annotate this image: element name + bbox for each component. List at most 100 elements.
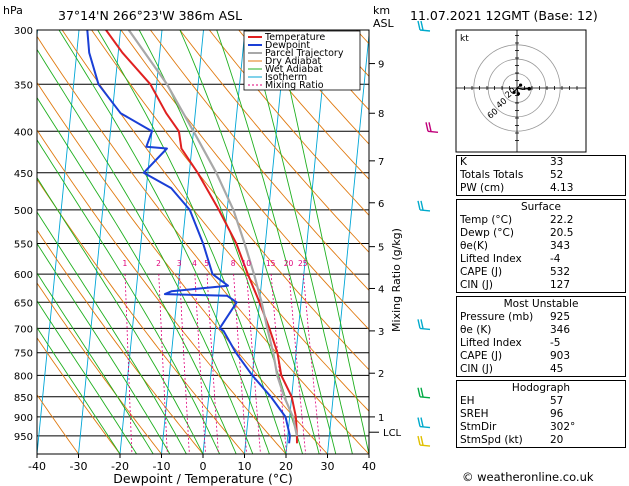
wet-adiabat-line [37, 242, 171, 454]
wind-barb-flag [417, 20, 421, 31]
dry-adiabat-line [37, 393, 79, 454]
background-lines [37, 30, 453, 454]
x-tick-label: 40 [362, 460, 376, 473]
mixing-ratio-label: 1 [123, 259, 128, 268]
dry-adiabat-line [208, 30, 369, 216]
wind-barb-flag [417, 435, 421, 446]
x-tick-label: 0 [200, 460, 207, 473]
location-title: 37°14'N 266°23'W 386m ASL [58, 8, 242, 23]
x-tick-label: 10 [238, 460, 252, 473]
wind-barb-shaft [419, 327, 431, 331]
most-unstable-value: 925 [550, 311, 571, 323]
wind-barb-flag [417, 417, 421, 427]
surface-value: 532 [550, 266, 571, 278]
profile-dewpoint [86, 30, 291, 444]
wet-adiabat-line [37, 272, 154, 454]
dry-adiabat-line [37, 229, 204, 454]
wet-adiabat-line [58, 30, 270, 454]
wind-barb-flag [425, 122, 429, 132]
surface-label: θe(K) [460, 240, 488, 252]
wind-barb-shaft [419, 209, 431, 212]
isotherm-line [202, 30, 246, 454]
most-unstable-label: θe (K) [460, 324, 492, 336]
pressure-tick-label: 600 [14, 270, 33, 281]
pressure-tick-label: 750 [14, 349, 33, 360]
hodograph-stats-box: Hodograph EH 57 SREH 96 StmDir 302° StmSpd (kt… [456, 380, 626, 448]
dry-adiabat-line [37, 81, 328, 454]
wind-barb-flag [420, 200, 424, 211]
wet-adiabat-line [216, 30, 337, 454]
wind-barb [417, 20, 431, 32]
surface-label: Dewp (°C) [460, 227, 514, 239]
most-unstable-row: CIN (J) 45 [457, 363, 625, 376]
mixing-ratio-label: 2 [156, 259, 161, 268]
wind-barb-flag [420, 417, 424, 427]
pressure-tick-label: 950 [14, 432, 33, 443]
most-unstable-title: Most Unstable [503, 298, 579, 310]
isotherm-line [37, 30, 80, 454]
most-unstable-row: CAPE (J) 903 [457, 350, 625, 363]
pressure-tick-label: 300 [14, 26, 33, 37]
isotherm-line [327, 30, 369, 454]
wind-barb-flag [417, 319, 421, 329]
pressure-tick-label: 350 [14, 80, 33, 91]
height-tick-label: 5 [378, 243, 384, 254]
mixing-ratio-line [270, 274, 287, 454]
wet-adiabat-line [37, 211, 187, 454]
pressure-tick-label: 900 [14, 413, 33, 424]
wet-adiabat-line [248, 30, 353, 454]
surface-row: CAPE (J) 532 [457, 266, 625, 279]
profile-temperature [105, 30, 298, 444]
dry-adiabat-line [37, 35, 369, 454]
wet-adiabat-line [37, 96, 237, 454]
lcl-label: LCL [383, 428, 402, 439]
most-unstable-value: 45 [550, 363, 564, 375]
isotherm-line [285, 30, 329, 454]
pressure-tick-label: 400 [14, 127, 33, 138]
surface-value: 22.2 [550, 214, 574, 226]
pressure-tick-label: 650 [14, 298, 33, 309]
hodograph-stat-value: 20 [550, 434, 564, 446]
height-tick-label: 1 [378, 413, 384, 424]
wet-adiabat-line [37, 300, 137, 454]
hodograph-arrow-head [516, 92, 521, 96]
mixing-ratio-line [206, 274, 219, 454]
mixing-ratio-label: 3 [177, 259, 182, 268]
wet-adiabat-line [37, 138, 221, 454]
most-unstable-label: CAPE (J) [460, 350, 503, 362]
mixing-ratio-label: 10 [241, 259, 251, 268]
asl-unit-label: ASL [373, 17, 395, 30]
hodograph-stat-label: EH [460, 395, 475, 407]
wet-adiabat-line [37, 48, 254, 454]
surface-label: Lifted Index [460, 253, 522, 265]
wind-barb-flag [428, 122, 432, 132]
wind-barb-flag [420, 319, 424, 329]
most-unstable-value: 903 [550, 350, 571, 362]
wind-barb [417, 319, 431, 331]
isotherm-line [411, 30, 453, 454]
profile-lines [86, 30, 298, 444]
wet-adiabat-line [138, 30, 304, 454]
wind-barb [417, 435, 431, 447]
wind-barb-shaft [427, 130, 439, 134]
index-row: PW (cm) 4.13 [457, 182, 625, 195]
wind-barb-flag [420, 20, 424, 31]
x-tick-label: -20 [111, 460, 129, 473]
mixing-ratio-label: 4 [192, 259, 197, 268]
mixing-ratio-line [124, 274, 133, 454]
wind-barb-shaft [419, 444, 431, 447]
height-tick-label: 8 [378, 109, 384, 120]
legend-entry: Parcel Trajectory [265, 48, 344, 59]
wind-barb-shaft [419, 29, 431, 32]
dry-adiabat-line [61, 30, 369, 412]
height-tick-label: 2 [378, 369, 384, 380]
mixing-ratio-label: 20 [284, 259, 294, 268]
mixing-ratio-label: 5 [204, 259, 209, 268]
hodograph-stat-row: StmDir 302° [457, 421, 625, 434]
mixing-ratio-axis-label: Mixing Ratio (g/kg) [390, 228, 403, 332]
pressure-tick-label: 850 [14, 393, 33, 404]
dry-adiabat-line [120, 30, 369, 331]
legend-entry: Wet Adiabat [265, 64, 323, 75]
